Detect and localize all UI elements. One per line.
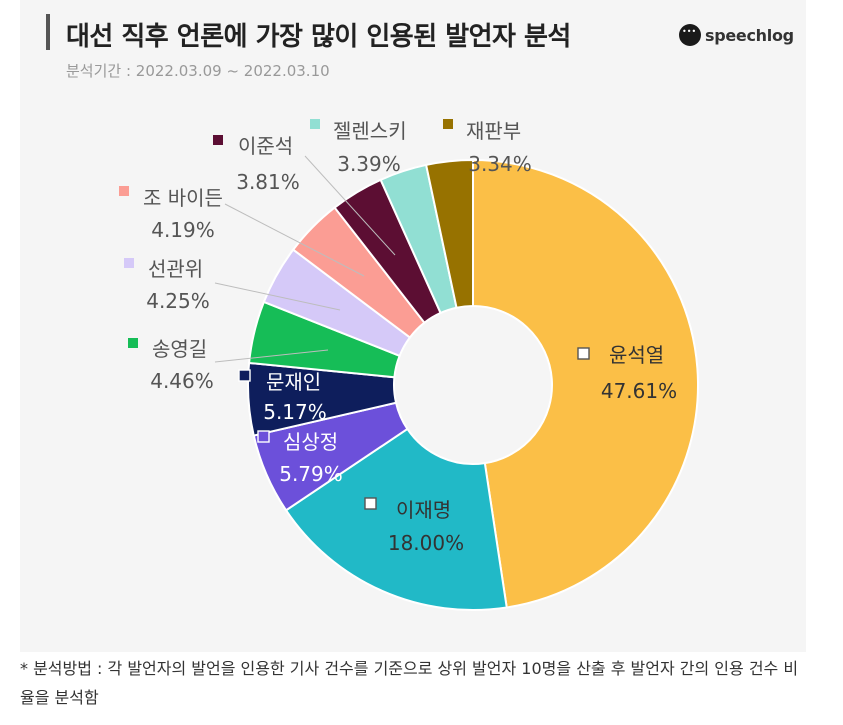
label-송영길: 송영길 <box>152 337 207 361</box>
footnote: * 분석방법 : 각 발언자의 발언을 인용한 기사 건수를 기준으로 상위 발… <box>20 659 799 707</box>
label-윤석열: 윤석열 <box>609 343 664 367</box>
label-문재인: 문재인 <box>266 370 321 394</box>
legend-marker-선관위 <box>124 258 134 268</box>
analysis-period: 분석기간 : 2022.03.09 ~ 2022.03.10 <box>66 62 330 80</box>
legend-marker-조-바이든 <box>119 186 129 196</box>
speech-bubble-icon <box>679 24 701 46</box>
value-심상정: 5.79% <box>279 462 343 486</box>
label-젤렌스키: 젤렌스키 <box>333 119 407 143</box>
slice-윤석열 <box>472 158 699 609</box>
value-선관위: 4.25% <box>146 289 210 313</box>
label-이준석: 이준석 <box>238 134 293 158</box>
value-재판부: 3.34% <box>468 152 532 176</box>
leader-line-송영길 <box>214 349 329 363</box>
label-심상정: 심상정 <box>283 430 338 454</box>
leader-line-조-바이든 <box>224 203 365 277</box>
label-조-바이든: 조 바이든 <box>143 186 223 210</box>
value-송영길: 4.46% <box>150 369 214 393</box>
label-재판부: 재판부 <box>466 119 521 143</box>
logo-text: speechlog <box>705 25 794 45</box>
value-문재인: 5.17% <box>263 400 327 424</box>
legend-marker-젤렌스키 <box>310 119 320 129</box>
value-이준석: 3.81% <box>236 170 300 194</box>
legend-marker-이준석 <box>213 135 223 145</box>
value-이재명: 18.00% <box>388 531 464 555</box>
title-accent-bar <box>46 14 50 50</box>
value-윤석열: 47.61% <box>601 379 677 403</box>
label-이재명: 이재명 <box>396 498 451 522</box>
donut-slices <box>247 158 699 611</box>
slice-재판부 <box>424 158 474 309</box>
legend-marker-송영길 <box>128 338 138 348</box>
leader-line-선관위 <box>214 282 341 311</box>
legend-marker-윤석열 <box>577 347 590 360</box>
legend-marker-재판부 <box>443 119 453 129</box>
value-젤렌스키: 3.39% <box>337 152 401 176</box>
legend-marker-이재명 <box>364 497 377 510</box>
speechlog-logo: speechlog <box>679 24 794 46</box>
legend-marker-심상정 <box>257 430 270 443</box>
legend-marker-문재인 <box>238 369 251 382</box>
page-title: 대선 직후 언론에 가장 많이 인용된 발언자 분석 <box>66 22 571 52</box>
value-조-바이든: 4.19% <box>151 218 215 242</box>
label-선관위: 선관위 <box>148 257 203 281</box>
leader-line-이준석 <box>304 155 396 256</box>
